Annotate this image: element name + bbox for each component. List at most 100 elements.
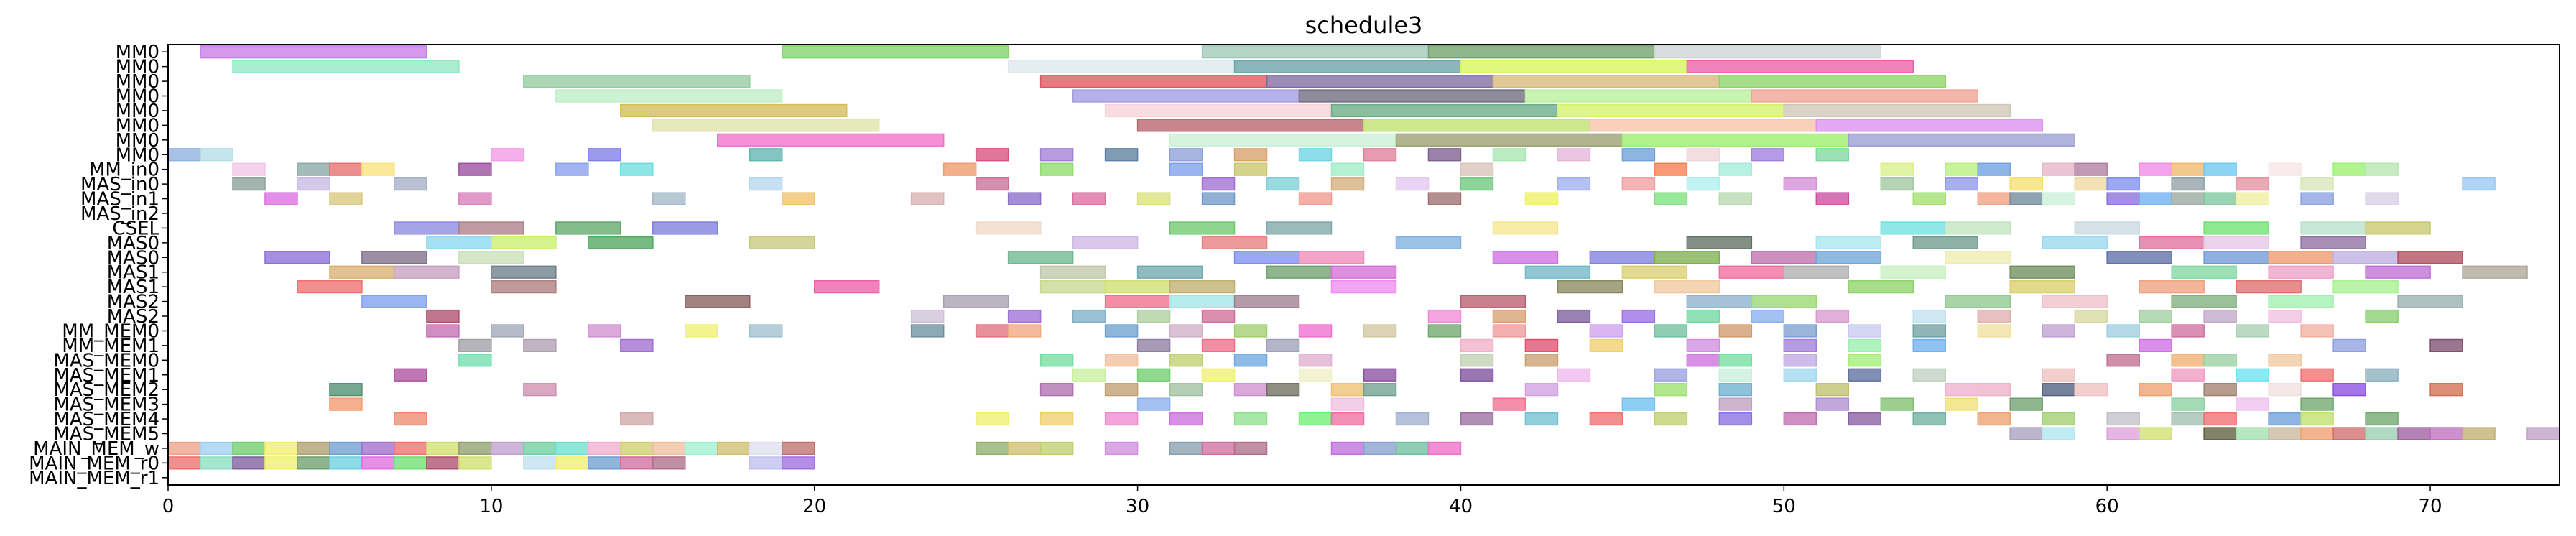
gantt-bar — [1201, 236, 1268, 249]
gantt-bar — [2365, 221, 2431, 235]
gantt-bar — [975, 221, 1042, 235]
gantt-bar — [685, 295, 751, 308]
gantt-bar — [2042, 295, 2108, 308]
gantt-bar — [2009, 265, 2075, 279]
gantt-bar — [1945, 177, 1978, 191]
gantt-bar — [264, 441, 298, 456]
gantt-bar — [232, 441, 266, 456]
x-axis: 0 10 20 30 40 50 60 70 — [162, 485, 2442, 517]
gantt-bar — [1654, 45, 1882, 59]
gantt-bar — [1654, 162, 1688, 176]
gantt-bar — [361, 295, 427, 308]
gantt-bar — [1072, 309, 1106, 323]
gantt-bar — [2106, 251, 2172, 264]
gantt-bar — [1945, 221, 2011, 235]
gantt-bar — [2042, 324, 2075, 338]
gantt-bar — [523, 338, 557, 353]
gantt-bar — [1621, 397, 1656, 411]
y-tick-label: MM0 — [116, 130, 159, 152]
gantt-bar — [1136, 338, 1171, 353]
gantt-bar — [1363, 324, 1397, 338]
y-tick-label: MAS0 — [107, 233, 159, 254]
gantt-bar — [2203, 251, 2269, 264]
gantt-bar — [975, 441, 1009, 456]
gantt-bar — [2236, 368, 2269, 382]
gantt-bar — [232, 60, 460, 73]
gantt-bar — [1848, 133, 2075, 147]
gantt-bar — [1880, 265, 1947, 279]
gantt-bar — [1072, 368, 1106, 382]
gantt-bar — [2171, 295, 2237, 308]
gantt-bar — [1298, 89, 1526, 103]
gantt-bar — [1783, 324, 1817, 338]
gantt-bar — [781, 441, 815, 456]
gantt-bar — [1524, 265, 1591, 279]
gantt-bar — [1815, 192, 1850, 205]
gantt-bar — [2042, 412, 2075, 426]
gantt-bar — [975, 324, 1009, 338]
gantt-bar — [1039, 412, 1074, 426]
gantt-bar — [2139, 309, 2172, 323]
y-tick-label: MAS0 — [107, 247, 159, 269]
gantt-bar — [749, 177, 783, 191]
gantt-bar — [329, 192, 363, 205]
x-tick-label: 70 — [2419, 496, 2442, 517]
gantt-bar — [426, 236, 492, 249]
gantt-bar — [2236, 397, 2269, 411]
gantt-bar — [1104, 295, 1171, 308]
gantt-bar — [1557, 280, 1623, 294]
gantt-bar — [1104, 324, 1139, 338]
gantt-bar — [2300, 221, 2366, 235]
gantt-bar — [1039, 148, 1074, 162]
gantt-bar — [1686, 177, 1720, 191]
gantt-bar — [2365, 309, 2399, 323]
gantt-bar — [2332, 280, 2399, 294]
gantt-bar — [749, 236, 815, 249]
y-tick-label: MAS_MEM4 — [53, 409, 159, 430]
gantt-bar — [1104, 354, 1139, 367]
gantt-bar — [2042, 368, 2075, 382]
chart-title: schedule3 — [1305, 11, 1423, 39]
gantt-bar — [813, 280, 880, 294]
gantt-bar — [329, 441, 363, 456]
y-tick-label: MM0 — [116, 42, 159, 63]
gantt-bar — [1654, 192, 1688, 205]
gantt-bar — [1783, 412, 1817, 426]
gantt-bar — [749, 441, 783, 456]
gantt-bar — [1945, 162, 1978, 176]
gantt-bar — [1169, 148, 1203, 162]
gantt-bar — [2365, 162, 2399, 176]
gantt-bar — [1460, 368, 1494, 382]
gantt-bar — [1363, 441, 1397, 456]
gantt-bar — [1330, 162, 1365, 176]
gantt-bar — [1686, 60, 1914, 73]
gantt-bar — [1330, 397, 1365, 411]
gantt-bar — [1169, 295, 1236, 308]
gantt-bar — [1298, 251, 1365, 264]
gantt-bar — [200, 456, 233, 470]
gantt-bar — [2203, 383, 2237, 397]
gantt-bar — [1686, 236, 1753, 249]
gantt-bar — [1104, 441, 1139, 456]
gantt-bar — [2268, 295, 2334, 308]
gantt-bar — [297, 162, 330, 176]
y-tick-label: MAS_MEM0 — [53, 350, 159, 371]
gantt-bar — [1912, 324, 1947, 338]
gantt-bar — [1136, 265, 1203, 279]
gantt-bar — [1330, 280, 1397, 294]
gantt-bar — [2268, 427, 2302, 440]
gantt-bar — [1460, 177, 1494, 191]
gantt-bar — [1298, 354, 1333, 367]
gantt-bar — [1330, 412, 1365, 426]
gantt-bar — [2009, 177, 2043, 191]
gantt-bar — [394, 412, 427, 426]
gantt-bar — [1169, 354, 1203, 367]
gantt-bar — [2365, 368, 2399, 382]
gantt-bar — [1169, 133, 1397, 147]
gantt-bar — [2171, 324, 2205, 338]
gantt-bar — [329, 265, 395, 279]
gantt-bar — [2462, 265, 2528, 279]
gantt-bar — [2106, 427, 2140, 440]
gantt-bar — [1169, 383, 1203, 397]
